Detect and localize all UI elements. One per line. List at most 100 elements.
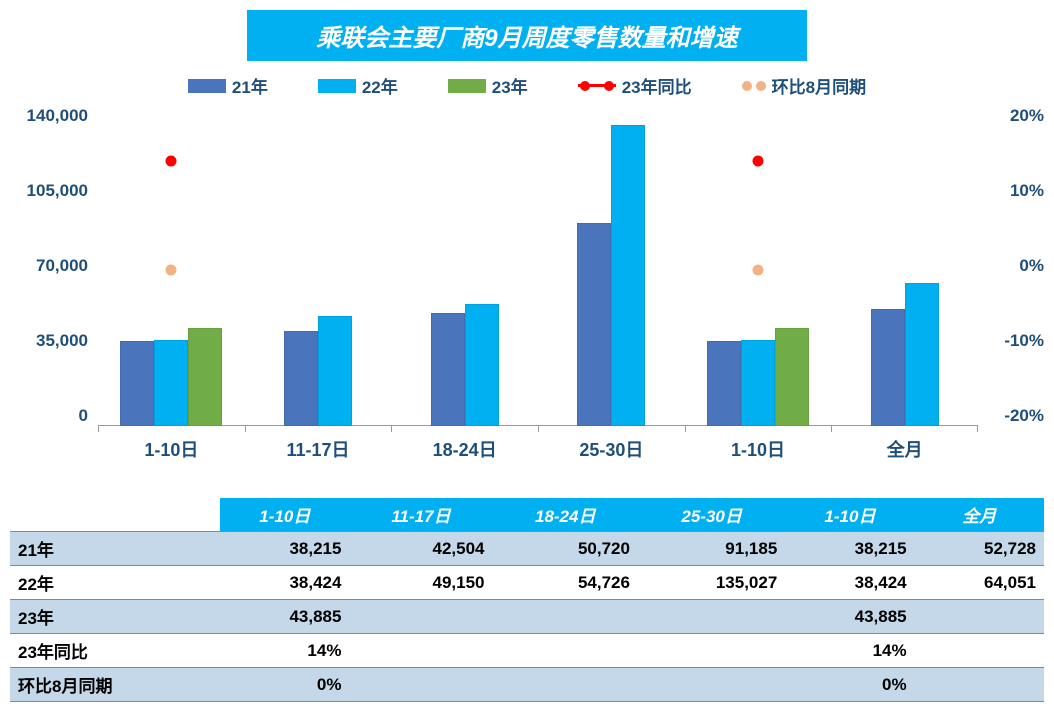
table-row: 21年38,21542,50450,72091,18538,21552,728	[10, 532, 1044, 566]
table-cell	[638, 600, 785, 634]
table-cell: 38,424	[785, 566, 914, 600]
bar	[905, 283, 939, 426]
legend-label: 22年	[362, 73, 398, 98]
bar	[284, 331, 318, 426]
bar-group	[831, 114, 978, 426]
table-cell	[638, 634, 785, 668]
table-cell	[493, 600, 638, 634]
legend-item: 21年	[188, 73, 268, 98]
y2-tick-label: -10%	[988, 331, 1044, 351]
table-cell: 43,885	[220, 600, 349, 634]
table-header-cell: 1-10日	[220, 498, 349, 532]
table-cell	[915, 600, 1044, 634]
y2-tick-label: 0%	[988, 256, 1044, 276]
bar	[775, 328, 809, 426]
table-cell	[915, 634, 1044, 668]
legend-label: 21年	[232, 73, 268, 98]
x-tick-label: 全月	[831, 436, 978, 462]
legend-swatch	[188, 79, 226, 93]
bar-group	[538, 114, 685, 426]
table-cell: 38,215	[220, 532, 349, 566]
legend-item: 22年	[318, 73, 398, 98]
bar	[154, 340, 188, 426]
table-cell	[638, 668, 785, 702]
table-row-label: 23年	[10, 600, 220, 634]
table-row: 23年同比14%14%	[10, 634, 1044, 668]
table-cell	[349, 634, 492, 668]
y2-axis-labels: 20% 10% 0% -10% -20%	[988, 106, 1044, 426]
table-cell: 14%	[220, 634, 349, 668]
data-table: 1-10日11-17日18-24日25-30日1-10日全月 21年38,215…	[10, 498, 1044, 702]
chart-region: 140,000 105,000 70,000 35,000 0 20% 10% 0% -10%…	[10, 106, 1044, 496]
table-cell: 43,885	[785, 600, 914, 634]
bar	[707, 341, 741, 426]
table-cell: 42,504	[349, 532, 492, 566]
bar-group	[245, 114, 392, 426]
chart-title: 乘联会主要厂商9月周度零售数量和增速	[247, 10, 807, 61]
x-tick-label: 1-10日	[685, 436, 832, 462]
table-cell	[349, 668, 492, 702]
x-tick-label: 11-17日	[245, 436, 392, 462]
bar	[871, 309, 905, 427]
table-cell	[493, 634, 638, 668]
table-cell	[915, 668, 1044, 702]
table-row-label: 21年	[10, 532, 220, 566]
x-tick-label: 18-24日	[391, 436, 538, 462]
table-cell: 0%	[220, 668, 349, 702]
table-cell: 14%	[785, 634, 914, 668]
table-header-cell: 18-24日	[493, 498, 638, 532]
bar	[188, 328, 222, 426]
legend-label: 环比8月同期	[772, 73, 866, 98]
table-row: 环比8月同期0%0%	[10, 668, 1044, 702]
legend: 21年 22年 23年 23年同比 环比8月同期	[10, 73, 1044, 98]
y1-tick-label: 140,000	[10, 106, 88, 126]
table-cell: 64,051	[915, 566, 1044, 600]
table-cell: 38,215	[785, 532, 914, 566]
bar	[120, 341, 154, 426]
legend-swatch	[448, 79, 486, 93]
bar	[431, 313, 465, 426]
table-cell: 52,728	[915, 532, 1044, 566]
bar-group	[391, 114, 538, 426]
table-cell: 91,185	[638, 532, 785, 566]
table-cell	[493, 668, 638, 702]
data-point	[166, 155, 177, 166]
y1-tick-label: 105,000	[10, 181, 88, 201]
legend-swatch	[318, 79, 356, 93]
table-row: 22年38,42449,15054,726135,02738,42464,051	[10, 566, 1044, 600]
y1-tick-label: 70,000	[10, 256, 88, 276]
table-row-label: 23年同比	[10, 634, 220, 668]
x-axis-labels: 1-10日11-17日18-24日25-30日1-10日全月	[98, 436, 978, 462]
y2-tick-label: 10%	[988, 181, 1044, 201]
table-header-cell: 全月	[915, 498, 1044, 532]
legend-item: 23年	[448, 73, 528, 98]
table-row-label: 环比8月同期	[10, 668, 220, 702]
plot-area	[98, 114, 978, 426]
table-cell: 50,720	[493, 532, 638, 566]
bar	[465, 304, 499, 426]
legend-item: 环比8月同期	[742, 73, 866, 98]
table-header-cell: 1-10日	[785, 498, 914, 532]
y2-tick-label: -20%	[988, 406, 1044, 426]
bar	[611, 125, 645, 426]
y1-axis-labels: 140,000 105,000 70,000 35,000 0	[10, 106, 88, 426]
y1-tick-label: 0	[10, 406, 88, 426]
table-cell: 38,424	[220, 566, 349, 600]
bar	[741, 340, 775, 426]
table-header-cell: 25-30日	[638, 498, 785, 532]
legend-label: 23年	[492, 73, 528, 98]
table-cell: 0%	[785, 668, 914, 702]
table-cell: 49,150	[349, 566, 492, 600]
y2-tick-label: 20%	[988, 106, 1044, 126]
data-point	[753, 265, 764, 276]
bar	[318, 316, 352, 426]
table-header-cell: 11-17日	[349, 498, 492, 532]
legend-swatch	[578, 84, 616, 87]
table-row-label: 22年	[10, 566, 220, 600]
y1-tick-label: 35,000	[10, 331, 88, 351]
legend-item: 23年同比	[578, 73, 692, 98]
bar	[577, 223, 611, 426]
x-tick-label: 25-30日	[538, 436, 685, 462]
table-cell	[349, 600, 492, 634]
legend-label: 23年同比	[622, 73, 692, 98]
